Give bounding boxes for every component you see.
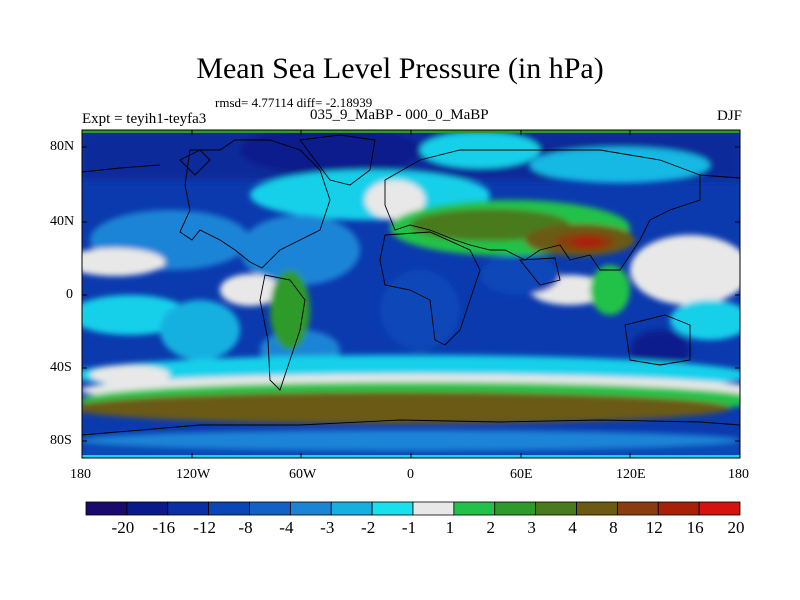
axis-ticks xyxy=(82,130,740,458)
stats-text: rmsd= 4.77114 diff= -2.18939 xyxy=(215,95,373,110)
lat-tick-label: 80N xyxy=(50,139,75,154)
lon-tick-label: 0 xyxy=(407,467,414,482)
period-label: 035_9_MaBP - 000_0_MaBP xyxy=(310,107,489,123)
colorbar-label: 3 xyxy=(527,518,536,537)
colorbar-swatch xyxy=(208,501,250,516)
colorbar-label: -16 xyxy=(152,518,176,537)
season-label: DJF xyxy=(716,108,742,124)
lat-tick-label: 40S xyxy=(50,360,72,375)
colorbar-swatch xyxy=(535,501,577,516)
colorbar-label: 2 xyxy=(486,518,496,537)
colorbar-swatch xyxy=(698,501,741,516)
colorbar-label: -12 xyxy=(193,518,216,537)
lat-tick-label: 80S xyxy=(50,433,72,448)
chart-title: Mean Sea Level Pressure (in hPa) xyxy=(196,52,604,85)
colorbar-swatch xyxy=(85,501,128,516)
lon-tick-label: 180 xyxy=(728,467,749,482)
lat-tick-label: 0 xyxy=(66,287,73,302)
colorbar-swatch xyxy=(412,501,455,516)
colorbar-label: -20 xyxy=(111,518,135,537)
colorbar-label: 12 xyxy=(645,518,663,537)
contour-fields xyxy=(82,130,740,458)
colorbar-swatch xyxy=(576,501,618,516)
colorbar-swatch xyxy=(289,501,332,516)
colorbar-swatch xyxy=(616,501,659,516)
colorbar-label: 8 xyxy=(609,518,618,537)
colorbar-label: 20 xyxy=(727,518,745,537)
colorbar-label: -8 xyxy=(238,518,253,537)
colorbar-label: -2 xyxy=(361,518,376,537)
lon-tick-label: 180 xyxy=(70,467,91,482)
colorbar-label: -3 xyxy=(320,518,335,537)
colorbar-label: 1 xyxy=(445,518,455,537)
colorbar-swatch xyxy=(330,501,373,516)
colorbar-swatch xyxy=(494,501,537,516)
experiment-label: Expt = teyih1-teyfa3 xyxy=(82,111,207,127)
colorbar-swatch xyxy=(657,501,700,516)
lat-tick-label: 40N xyxy=(50,214,75,229)
lon-tick-label: 120W xyxy=(176,467,211,482)
colorbar-label: 4 xyxy=(568,518,577,537)
coastlines xyxy=(81,134,741,436)
colorbar xyxy=(85,501,741,516)
lon-tick-label: 60W xyxy=(289,467,317,482)
colorbar-swatch xyxy=(167,501,210,516)
colorbar-label: -4 xyxy=(279,518,294,537)
colorbar-swatch xyxy=(371,501,414,516)
colorbar-label: 16 xyxy=(686,518,704,537)
colorbar-swatch xyxy=(126,501,169,516)
colorbar-swatch xyxy=(249,501,291,516)
lon-tick-label: 60E xyxy=(510,467,533,482)
lon-tick-label: 120E xyxy=(616,467,646,482)
colorbar-label: -1 xyxy=(401,518,417,537)
colorbar-swatch xyxy=(453,501,496,516)
